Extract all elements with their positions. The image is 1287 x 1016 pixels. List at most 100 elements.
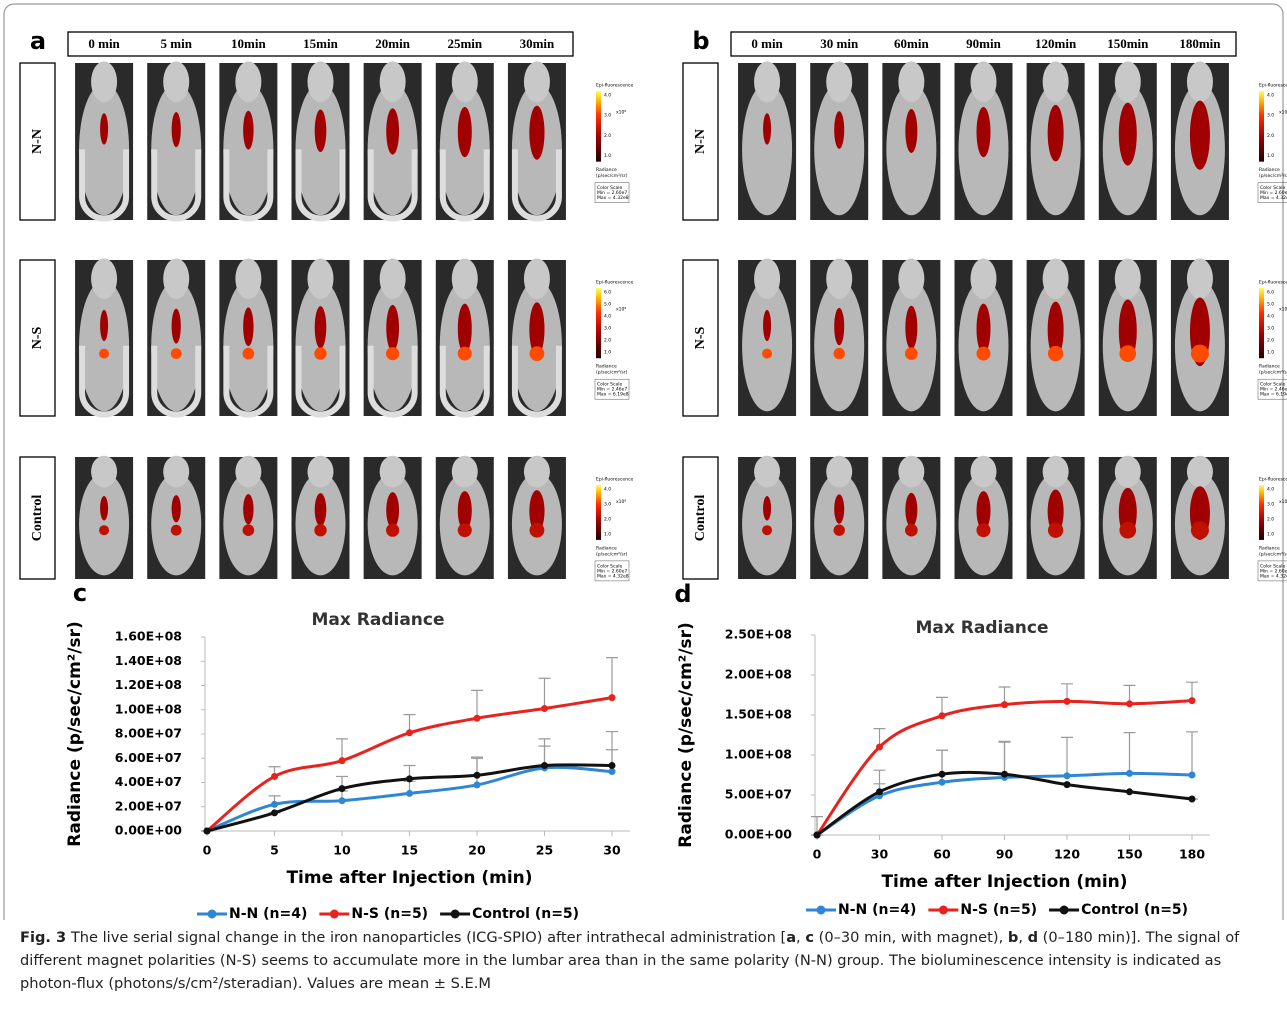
scale-min: Min = 2.60e7 [597, 190, 627, 196]
caption-text: c [805, 929, 814, 946]
scale-tick: 3.0 [1267, 113, 1274, 119]
data-point [1126, 769, 1133, 777]
legend-label: N-S (n=5) [351, 906, 428, 920]
signal-spine [171, 495, 181, 523]
scale-box-title: Color Scale [1260, 563, 1286, 569]
x-tick-label: 120 [1054, 847, 1080, 862]
signal-spine [834, 494, 845, 524]
mouse-head [754, 455, 781, 488]
signal-spot [1119, 521, 1137, 539]
data-point [1063, 781, 1071, 789]
data-point [1188, 795, 1196, 803]
x-tick-label: 0 [813, 847, 822, 862]
mouse-head [754, 61, 781, 103]
legend-label: N-N (n=4) [229, 906, 307, 920]
scale-bar [1259, 288, 1264, 359]
scale-unit: (p/sec/cm²/sr) [596, 173, 628, 179]
scale-min: Min = 2.46e7 [597, 387, 627, 393]
error-bar [336, 738, 348, 761]
scale-tick: 2.0 [1267, 338, 1274, 344]
error-bar [936, 749, 948, 775]
signal-spine [834, 111, 845, 149]
y-tick-label: 2.50E+08 [725, 627, 792, 642]
mouse-head [379, 61, 406, 103]
signal-spine [171, 308, 181, 344]
signal-spot [1190, 344, 1209, 363]
caption-text: a [786, 929, 797, 946]
signal-spot [242, 347, 255, 360]
signal-spine [976, 106, 991, 158]
mouse-head [898, 61, 925, 103]
scale-tick: 5.0 [604, 302, 611, 308]
magnet [295, 149, 346, 222]
x-axis-label: Time after Injection (min) [286, 868, 532, 888]
signal-spot [529, 522, 545, 538]
magnet [151, 345, 202, 418]
legend-label: N-N (n=4) [838, 902, 916, 918]
scale-min: Min = 2.60e7 [1260, 190, 1287, 196]
row-label: Control [30, 495, 45, 542]
scale-exponent: x10⁸ [1279, 499, 1287, 505]
signal-spot [762, 348, 773, 359]
row-label-box [682, 259, 719, 417]
scale-max: Max = 4.32e8 [597, 573, 629, 579]
scale-tick: 3.0 [604, 501, 611, 507]
time-label: 60min [894, 36, 929, 51]
signal-spine [243, 307, 254, 347]
signal-spine [834, 307, 845, 346]
time-label: 0 min [88, 36, 120, 51]
panel-letter: a [30, 27, 46, 55]
y-tick-label: 1.50E+08 [725, 707, 792, 722]
magnet [79, 149, 130, 222]
scale-bar [596, 485, 601, 540]
scale-tick: 4.0 [1267, 487, 1274, 493]
legend-marker [1059, 905, 1069, 915]
scale-tick: 6.0 [1267, 290, 1274, 296]
mouse-head [1186, 455, 1213, 488]
x-tick-label: 10 [333, 843, 351, 858]
scale-unit: (p/sec/cm²/sr) [596, 551, 628, 557]
scale-unit: (p/sec/cm²/sr) [1259, 551, 1287, 557]
signal-spine [457, 491, 472, 531]
time-label: 30min [520, 36, 555, 51]
scale-tick: 3.0 [604, 113, 611, 119]
time-label: 25min [447, 36, 482, 51]
signal-spine [314, 109, 327, 153]
caption-text: d [1027, 929, 1039, 946]
signal-spine [763, 496, 772, 521]
scale-unit: (p/sec/cm²/sr) [1259, 173, 1287, 179]
signal-spine [529, 302, 545, 357]
error-bar [471, 689, 483, 719]
y-tick-label: 4.00E+07 [115, 774, 182, 789]
mouse-head [826, 258, 853, 299]
scale-tick: 3.0 [1267, 501, 1274, 507]
y-tick-label: 6.00E+07 [115, 750, 182, 765]
time-label: 180min [1179, 36, 1221, 51]
x-axis-label: Time after Injection (min) [881, 872, 1127, 892]
scale-tick: 6.0 [604, 290, 611, 296]
scale-box [1257, 182, 1287, 203]
mouse-body [151, 280, 202, 412]
signal-spine [457, 303, 472, 354]
mouse-head [898, 258, 925, 299]
row-label: N-S [693, 327, 708, 350]
y-tick-label: 5.00E+07 [725, 787, 792, 802]
scale-max: Max = 4.32e8 [1260, 573, 1287, 579]
scale-tick: 5.0 [1267, 302, 1274, 308]
data-point [406, 789, 413, 797]
time-label: 30 min [820, 36, 859, 51]
signal-spine [1047, 489, 1064, 534]
signal-spine [243, 110, 254, 150]
mouse-head [754, 258, 781, 299]
scale-exponent: x10⁸ [616, 499, 626, 505]
mouse-head [235, 258, 262, 299]
data-point [1126, 700, 1133, 708]
signal-spine [976, 303, 991, 354]
signal-spot [170, 524, 182, 536]
x-tick-label: 25 [536, 843, 553, 858]
scale-box-title: Color Scale [597, 185, 623, 191]
mouse-body [814, 280, 865, 412]
y-tick-label: 8.00E+07 [115, 726, 182, 741]
data-point [813, 831, 821, 839]
